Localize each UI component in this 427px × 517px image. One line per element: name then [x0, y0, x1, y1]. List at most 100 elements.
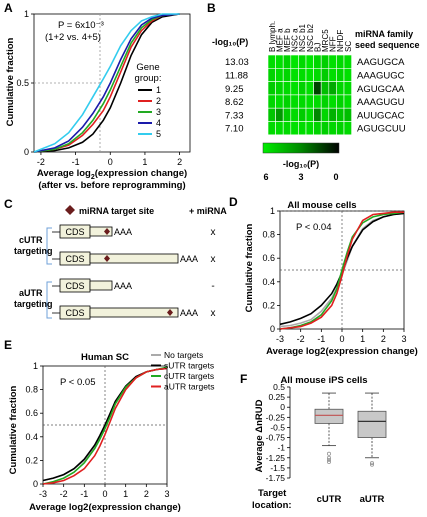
panel-d-xtick-label: 1: [360, 334, 365, 344]
panel-a-xlabel: Average log2(expression change): [37, 168, 187, 181]
panel-b-heatmap-cell: [267, 121, 276, 136]
panel-b-heatmap-cell: [343, 54, 352, 69]
panel-b-heatmap-cell: [336, 107, 345, 122]
panel-e-legend-label: aUTR targets: [164, 382, 215, 392]
panel-a-series: [33, 13, 180, 153]
panel-f-ytick-label: 0.5: [273, 382, 285, 392]
panel-c-row4-cds-label: CDS: [65, 308, 84, 318]
panel-f-category-labels: cUTR aUTR: [317, 494, 385, 505]
panel-c-row3-utr: [89, 280, 113, 291]
panel-b-column-label: BJ: [313, 43, 322, 52]
panel-d-xtick-label: -3: [276, 334, 284, 344]
panel-a-xtick-label: 1: [142, 157, 147, 167]
panel-d-title: All mouse cells: [287, 200, 356, 211]
panel-d-xticks: -3 -2 -1 0 1 2 3: [276, 329, 407, 344]
panel-b-row-seed: AAAGUGC: [357, 70, 405, 81]
panel-a-series-line-2: [33, 13, 180, 153]
panel-b-colorbar-tick-0: 0: [333, 172, 338, 182]
panel-b-heatmap-cell: [275, 94, 284, 109]
panel-b-row-value: 7.33: [225, 110, 244, 121]
panel-f-ytick-label: -1.5: [270, 463, 285, 473]
panel-b-heatmap-cell: [298, 81, 307, 96]
panel-b-heatmap-cell: [267, 107, 276, 122]
panel-b-heatmap-cell: [328, 107, 337, 122]
panel-b-heatmap-cell: [275, 81, 284, 96]
panel-b-column-label: NHDF: [336, 30, 345, 52]
panel-b-column-label: MRC5: [321, 29, 330, 52]
panel-a-series-line-5: [33, 13, 180, 153]
panel-a-legend-title-2: group:: [135, 73, 162, 84]
panel-b-row-value: 8.62: [225, 97, 244, 108]
panel-b-heatmap-cell: [328, 94, 337, 109]
panel-b-heatmap: [267, 54, 352, 136]
panel-c-group1-line1: cUTR: [19, 235, 43, 245]
panel-f-ytick-label: -1: [277, 443, 285, 453]
panel-b-heatmap-cell: [275, 68, 284, 82]
panel-b-colorbar-label: -log₁₀(P): [283, 159, 319, 169]
panel-d-ytick-label: 0.8: [262, 230, 275, 240]
panel-b-heatmap-cell: [282, 68, 292, 82]
panel-a-ytick-label: 0.5: [16, 78, 29, 88]
panel-b-row-seed: AAGUGCA: [357, 57, 405, 68]
panel-a-xtick-label: 2: [177, 157, 182, 167]
panel-e-xtick-label: 1: [123, 489, 128, 499]
panel-c-group2-line2: targeting: [14, 299, 53, 309]
panel-b-heatmap-cell: [343, 81, 352, 96]
panel-b-heatmap-cell: [275, 121, 284, 136]
panel-b-heatmap-cell: [343, 121, 352, 136]
panel-b-heatmap-cell: [313, 81, 322, 96]
panel-b-heatmap-cell: [305, 107, 314, 122]
panel-b-heatmap-cell: [320, 107, 330, 122]
panel-b-heatmap-cell: [267, 81, 276, 96]
panel-b-heatmap-cell: [328, 81, 337, 96]
panel-e-ytick-label: 0.8: [25, 385, 38, 395]
panel-d-ytick-label: 0.6: [262, 253, 275, 263]
panel-e-ytick-label: 0.6: [25, 408, 38, 418]
panel-c-group1-line2: targeting: [14, 246, 53, 256]
panel-a-xtick-label: 0: [108, 157, 113, 167]
panel-f-ylabel: Average ΔnRUD: [254, 399, 265, 472]
panel-b-col-header-2: seed sequence: [355, 40, 420, 50]
panel-b-row-seed: AAAGUGU: [357, 97, 405, 108]
panel-e-legend-label: cUTR targets: [164, 371, 214, 381]
panel-e-pvalue: P < 0.05: [60, 377, 95, 388]
panel-b-heatmap-cell: [290, 68, 299, 82]
panel-b-column-label: NSC a: [291, 28, 300, 52]
panel-c-row2-site-icon: [104, 255, 110, 262]
panel-c-row1-utr: [89, 226, 113, 237]
panel-d-yticks: 0 0.2 0.4 0.6 0.8 1: [262, 206, 280, 334]
panel-b-column-label: SC: [344, 41, 353, 52]
panel-c-row1-polya: AAA: [114, 227, 132, 237]
panel-b-heatmap-cell: [305, 121, 314, 136]
panel-f-boxes: [314, 392, 387, 467]
panel-b-heatmap-cell: [282, 94, 292, 109]
panel-e-xtick-label: -3: [39, 489, 47, 499]
panel-b-heatmap-cell: [336, 94, 345, 109]
panel-a-xlabel-2: (after vs. before reprogramming): [38, 180, 185, 191]
panel-e-ytick-label: 1: [33, 361, 38, 371]
panel-a-pvalue-comparison: (1+2 vs. 4+5): [45, 32, 101, 43]
panel-f-ytick-label: 0.25: [268, 392, 285, 402]
panel-f-box-cutr: [314, 408, 344, 424]
panel-b-heatmap-cell: [305, 94, 314, 109]
panel-f-category-label-autr: aUTR: [360, 494, 385, 505]
panel-a-legend-label: 1: [156, 85, 161, 95]
panel-f-ytick-label: -0.25: [266, 412, 286, 422]
panel-e-xlabel: Average log2(expression change): [29, 502, 181, 513]
panel-b-heatmap-cell: [282, 54, 292, 69]
panel-e-ytick-label: 0: [33, 479, 38, 489]
panel-b-heatmap-cell: [336, 54, 345, 69]
panel-d-xtick-label: -2: [297, 334, 305, 344]
panel-a-yticks: 00.51: [16, 9, 34, 157]
panel-f: F All mouse iPS cells Average ΔnRUD 0.50…: [240, 372, 387, 511]
panel-c-row4-site-icon: [167, 309, 173, 316]
panel-d-series-line-autr-targets: [279, 211, 404, 330]
panel-b-heatmap-cell: [282, 107, 292, 122]
panel-b-heatmap-cell: [343, 94, 352, 109]
panel-b-col-header-1: miRNA family: [355, 29, 413, 39]
panel-f-outlier: [327, 457, 331, 462]
panel-e-xtick-label: 2: [144, 489, 149, 499]
panel-b-colorbar-tick-6: 6: [263, 172, 268, 182]
